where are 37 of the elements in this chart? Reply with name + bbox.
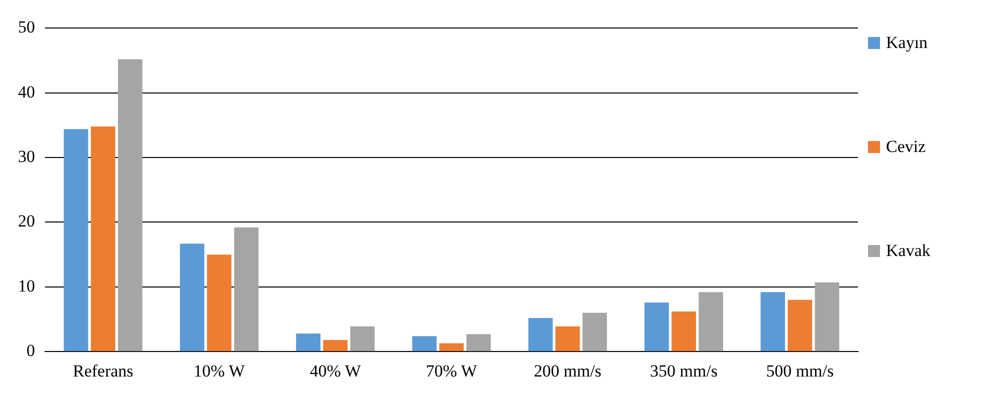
bar [644, 302, 669, 352]
x-tick-label: 70% W [426, 361, 478, 380]
y-tick-label: 0 [26, 341, 35, 360]
bar [814, 282, 840, 352]
bar [672, 312, 696, 352]
legend-label: Ceviz [886, 137, 926, 157]
bar [323, 340, 348, 352]
bar [207, 254, 232, 352]
bar [118, 59, 142, 352]
y-tick-label: 20 [18, 212, 35, 231]
bar [412, 336, 437, 352]
bar [528, 318, 553, 352]
x-tick-label: 10% W [194, 361, 246, 380]
bar [582, 312, 607, 352]
bar [439, 343, 464, 352]
bar [788, 300, 812, 352]
y-tick-label: 30 [18, 147, 35, 166]
x-tick-label: 500 mm/s [766, 361, 834, 380]
y-tick-label: 10 [18, 276, 35, 296]
y-tick-label: 40 [18, 82, 35, 102]
x-tick-label: 350 mm/s [650, 361, 718, 380]
bar [555, 326, 580, 352]
x-tick-label: 40% W [310, 361, 362, 380]
bar [64, 129, 88, 352]
x-tick-label: Referans [72, 361, 134, 380]
y-tick-label: 50 [18, 18, 35, 37]
bar [180, 244, 204, 352]
bar [698, 292, 724, 352]
bar [234, 227, 259, 352]
bar [296, 333, 320, 352]
legend-label: Kayın [886, 33, 928, 53]
bar [350, 326, 375, 352]
bar [90, 126, 116, 352]
x-tick-label: 200 mm/s [534, 361, 602, 380]
bar [760, 292, 786, 352]
bar [466, 334, 491, 352]
legend-label: Kavak [886, 241, 930, 261]
